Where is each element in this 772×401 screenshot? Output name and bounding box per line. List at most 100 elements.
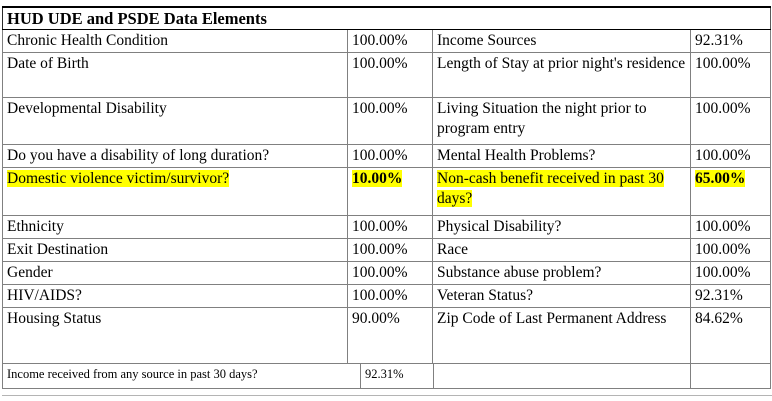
left-value-cell: 100.00% [347,144,433,168]
left-value-cell: 100.00% [347,261,433,285]
left-value-cell: 100.00% [347,97,433,145]
left-label-cell: Gender [2,261,348,285]
cell-text: Income received from any source in past … [7,367,258,381]
right-label-cell: Non-cash benefit received in past 30 day… [432,167,691,216]
right-value-cell: 100.00% [689,97,772,145]
cell-text: 92.31% [695,287,743,304]
left-label-cell: HIV/AIDS? [2,284,348,308]
cell-text: Mental Health Problems? [437,147,596,164]
right-value-cell: 100.00% [689,215,772,239]
left-value-cell: 92.31% [360,364,434,389]
table-title: HUD UDE and PSDE Data Elements [2,7,771,30]
cell-text: 100.00% [695,147,751,164]
cell-text: 92.31% [695,32,743,49]
cell-text: Chronic Health Condition [7,32,169,49]
cell-text: Zip Code of Last Permanent Address [437,310,667,327]
cell-text: Ethnicity [7,218,64,235]
cell-text: Length of Stay at prior night's residenc… [437,55,686,72]
left-label-cell: Chronic Health Condition [2,29,348,53]
cell-text: 100.00% [352,55,408,72]
cell-text: 100.00% [695,241,751,258]
table-row: Housing Status 90.00% Zip Code of Last Per… [2,307,772,364]
table-row: Do you have a disability of long duratio… [2,144,772,168]
left-value-cell: 100.00% [347,284,433,308]
cell-text: Income Sources [437,32,537,49]
left-value-cell: 100.00% [347,238,433,262]
cell-text: 10.00% [352,170,403,187]
right-label-cell: Substance abuse problem? [432,261,691,285]
cell-text: Race [437,241,468,258]
right-value-cell [690,364,771,389]
cell-text: 100.00% [695,218,751,235]
cell-text: HIV/AIDS? [7,287,82,304]
right-value-cell: 65.00% [689,167,772,216]
cell-text: Do you have a disability of long duratio… [7,147,270,164]
left-value-cell: 90.00% [347,307,433,364]
left-label-cell: Income received from any source in past … [2,364,361,389]
left-label-cell: Ethnicity [2,215,348,239]
cell-text: 100.00% [352,147,408,164]
cell-text: 100.00% [352,100,408,117]
left-label-cell: Domestic violence victim/survivor? [2,167,348,216]
left-label-cell: Exit Destination [2,238,348,262]
cell-text: Date of Birth [7,55,89,72]
right-label-cell: Zip Code of Last Permanent Address [432,307,691,364]
right-value-cell: 92.31% [689,284,772,308]
table-row: Exit Destination 100.00% Race 100.00% [2,238,772,262]
table-row: Developmental Disability 100.00% Living Si… [2,97,772,145]
cell-text: Non-cash benefit received in past 30 day… [437,170,664,207]
hud-data-table: HUD UDE and PSDE Data Elements Chronic H… [2,6,772,364]
cell-text: 100.00% [352,32,408,49]
table-row: Gender 100.00% Substance abuse problem? 100… [2,261,772,285]
title-row: HUD UDE and PSDE Data Elements [2,7,771,30]
footer-table: Income received from any source in past … [2,364,771,389]
cell-text: 100.00% [352,241,408,258]
cell-text: Physical Disability? [437,218,562,235]
cell-text: 84.62% [695,310,743,327]
left-label-cell: Housing Status [2,307,348,364]
table-row: Income received from any source in past … [2,364,771,389]
cell-text: Domestic violence victim/survivor? [7,170,230,187]
cell-text: Gender [7,264,53,281]
right-value-cell: 92.31% [689,29,772,53]
cell-text: Housing Status [7,310,102,327]
left-value-cell: 100.00% [347,52,433,98]
cell-text: Exit Destination [7,241,109,258]
left-value-cell: 100.00% [347,215,433,239]
right-value-cell: 100.00% [689,144,772,168]
bottom-divider [2,394,772,396]
cell-text: Substance abuse problem? [437,264,602,281]
right-label-cell: Race [432,238,691,262]
right-label-cell: Mental Health Problems? [432,144,691,168]
cell-text: 100.00% [695,55,751,72]
table-row: HIV/AIDS? 100.00% Veteran Status? 92.31% [2,284,772,308]
cell-text: 100.00% [352,287,408,304]
left-value-cell: 100.00% [347,29,433,53]
table-row: Ethnicity 100.00% Physical Disability? 100.… [2,215,772,239]
cell-text: 90.00% [352,310,400,327]
table-row: Chronic Health Condition 100.00% Income So… [2,29,772,53]
left-label-cell: Do you have a disability of long duratio… [2,144,348,168]
left-value-cell: 10.00% [347,167,433,216]
right-label-cell: Physical Disability? [432,215,691,239]
right-value-cell: 100.00% [689,261,772,285]
right-value-cell: 84.62% [689,307,772,364]
right-value-cell: 100.00% [689,238,772,262]
right-label-cell: Length of Stay at prior night's residenc… [432,52,691,98]
right-label-cell: Veteran Status? [432,284,691,308]
cell-text: Living Situation the night prior to prog… [437,100,647,137]
cell-text: Developmental Disability [7,100,167,117]
right-label-cell: Living Situation the night prior to prog… [432,97,691,145]
left-label-cell: Developmental Disability [2,97,348,145]
right-label-cell [433,364,691,389]
cell-text: 92.31% [365,367,404,381]
right-value-cell: 100.00% [689,52,772,98]
table-row: Date of Birth 100.00% Length of Stay at pr… [2,52,772,98]
left-label-cell: Date of Birth [2,52,348,98]
cell-text: 65.00% [695,170,746,187]
cell-text: Veteran Status? [437,287,533,304]
cell-text: 100.00% [695,264,751,281]
right-label-cell: Income Sources [432,29,691,53]
cell-text: 100.00% [352,264,408,281]
